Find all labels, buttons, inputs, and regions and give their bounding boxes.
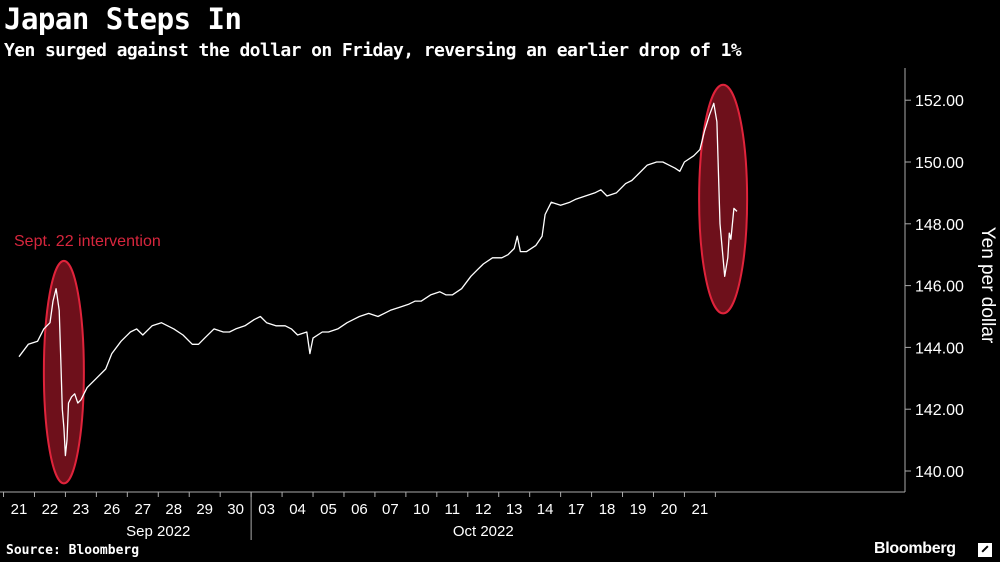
month-label: Sep 2022 <box>126 523 190 540</box>
y-tick-label: 152.00 <box>915 93 964 110</box>
y-tick-label: 150.00 <box>915 155 964 172</box>
x-tick-label: 06 <box>351 501 368 518</box>
source-note: Source: Bloomberg <box>6 543 140 558</box>
month-label: Oct 2022 <box>453 523 514 540</box>
x-tick-label: 12 <box>475 501 492 518</box>
x-tick-label: 29 <box>196 501 213 518</box>
highlight-ellipse <box>42 259 85 485</box>
x-tick-label: 27 <box>134 501 151 518</box>
x-tick-label: 10 <box>413 501 430 518</box>
x-tick-label: 21 <box>692 501 709 518</box>
highlight-ellipse <box>698 83 749 315</box>
x-tick-label: 03 <box>258 501 275 518</box>
x-tick-label: 04 <box>289 501 306 518</box>
chart-subtitle: Yen surged against the dollar on Friday,… <box>4 40 742 61</box>
y-tick-label: 140.00 <box>915 464 964 481</box>
y-tick-label: 146.00 <box>915 279 964 296</box>
x-tick-label: 22 <box>42 501 59 518</box>
x-tick-label: 30 <box>227 501 244 518</box>
x-tick-label: 11 <box>445 501 461 518</box>
x-tick-label: 28 <box>165 501 182 518</box>
series-group <box>18 102 738 457</box>
x-tick-label: 20 <box>661 501 678 518</box>
axes: 140.00 142.00 144.00 146.00 148.00 150.00 152.… <box>0 68 964 540</box>
x-tick-label: 07 <box>382 501 399 518</box>
x-tick-label: 23 <box>73 501 90 518</box>
x-tick-label: 21 <box>11 501 28 518</box>
bloomberg-logo-icon <box>978 543 992 557</box>
x-tick-label: 14 <box>537 501 554 518</box>
x-tick-label: 05 <box>320 501 337 518</box>
x-tick-label: 26 <box>104 501 121 518</box>
y-axis-label: Yen per dollar <box>977 227 998 344</box>
chart-title: Japan Steps In <box>4 2 242 36</box>
annotation-label: Sept. 22 intervention <box>14 233 161 250</box>
x-tick-label: 19 <box>630 501 647 518</box>
y-tick-label: 142.00 <box>915 402 964 419</box>
x-tick-label: 13 <box>506 501 523 518</box>
x-tick-label: 17 <box>568 501 585 518</box>
brand-logo-text: Bloomberg <box>874 540 956 557</box>
series-line-usd-jpy <box>18 102 738 457</box>
intervention-highlights <box>42 83 749 485</box>
y-tick-label: 148.00 <box>915 217 964 234</box>
x-tick-label: 18 <box>599 501 616 518</box>
y-tick-label: 144.00 <box>915 340 964 357</box>
